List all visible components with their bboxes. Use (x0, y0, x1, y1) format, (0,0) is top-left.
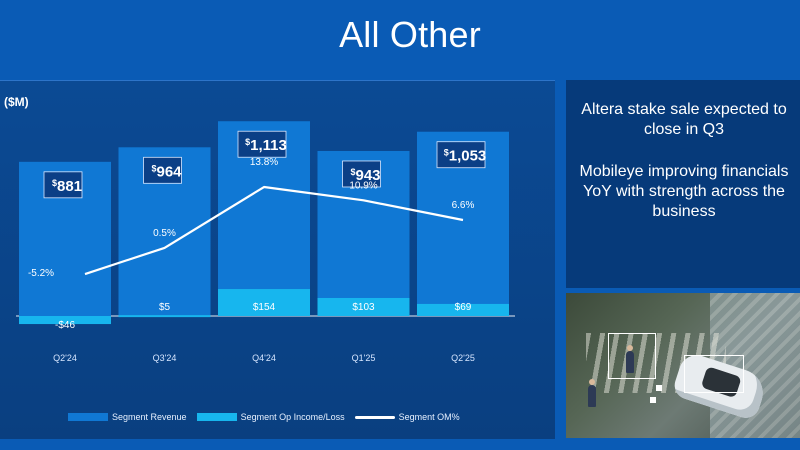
om-percent-label: 0.5% (153, 228, 176, 239)
legend-label-op-income: Segment Op Income/Loss (240, 412, 345, 422)
op-income-bar (417, 303, 509, 316)
legend-item-om: Segment OM% (354, 412, 460, 422)
legend-item-op-income: Segment Op Income/Loss (196, 412, 345, 422)
detection-marker (656, 385, 662, 391)
revenue-value-label: $881 (52, 178, 82, 195)
category-tick-label: Q3'24 (153, 353, 177, 363)
om-percent-label: 10.9% (349, 180, 377, 191)
category-tick-label: Q1'25 (352, 353, 376, 363)
bar-chart: $881 -$46 -5.2% Q2'24 $964 $5 0.5% Q3'24 $1,113 $… (16, 121, 515, 363)
revenue-value-label: $1,053 (444, 148, 487, 165)
street-scene-image (566, 293, 800, 438)
legend-item-revenue: Segment Revenue (68, 412, 187, 422)
op-income-bar (218, 289, 310, 316)
revenue-label-box (237, 130, 287, 158)
unit-label: ($M) (4, 95, 29, 109)
commentary-altera: Altera stake sale expected to close in Q… (581, 101, 787, 138)
pedestrian-figure (626, 345, 634, 373)
revenue-value-label: $943 (350, 167, 380, 184)
category-tick-label: Q4'24 (252, 353, 276, 363)
op-income-value-label: $5 (159, 302, 171, 313)
chart-legend: Segment Revenue Segment Op Income/Loss S… (68, 409, 470, 425)
page-title: All Other (339, 14, 481, 55)
op-income-value-label: $103 (352, 302, 375, 313)
revenue-label-box (143, 156, 182, 184)
chart-panel: ($M) $881 -$46 -5.2% Q2'24 $964 $5 0.5% Q3'24 $1… (0, 80, 555, 439)
op-income-bar (317, 297, 410, 316)
op-income-value-label: -$46 (55, 320, 75, 331)
pedestrian-figure (588, 379, 596, 407)
revenue-label-box (43, 171, 83, 199)
commentary-panel: Altera stake sale expected to close in Q… (566, 80, 800, 288)
om-percent-label: 13.8% (250, 157, 278, 168)
op-income-value-label: $69 (455, 302, 472, 313)
revenue-label-box (342, 160, 381, 188)
category-tick-label: Q2'25 (451, 353, 475, 363)
op-income-bar (19, 316, 111, 325)
om-percent-label: 6.6% (452, 200, 475, 211)
category-tick-label: Q2'24 (53, 353, 77, 363)
legend-label-om: Segment OM% (398, 412, 460, 422)
detection-box (684, 355, 744, 393)
op-income-value-label: $154 (253, 302, 276, 313)
detection-box (608, 333, 656, 379)
commentary-mobileye: Mobileye improving financials YoY with s… (579, 163, 789, 220)
revenue-label-box (436, 141, 486, 169)
legend-swatch-op-income (196, 413, 237, 421)
op-income-bar (118, 315, 211, 318)
legend-label-revenue: Segment Revenue (112, 412, 187, 422)
om-percent-label: -5.2% (28, 268, 54, 279)
om-percent-line (84, 185, 464, 276)
detection-marker (650, 397, 656, 403)
revenue-value-label: $1,113 (245, 137, 287, 154)
legend-swatch-om (354, 415, 395, 419)
revenue-value-label: $964 (151, 163, 182, 180)
legend-swatch-revenue (68, 413, 108, 421)
